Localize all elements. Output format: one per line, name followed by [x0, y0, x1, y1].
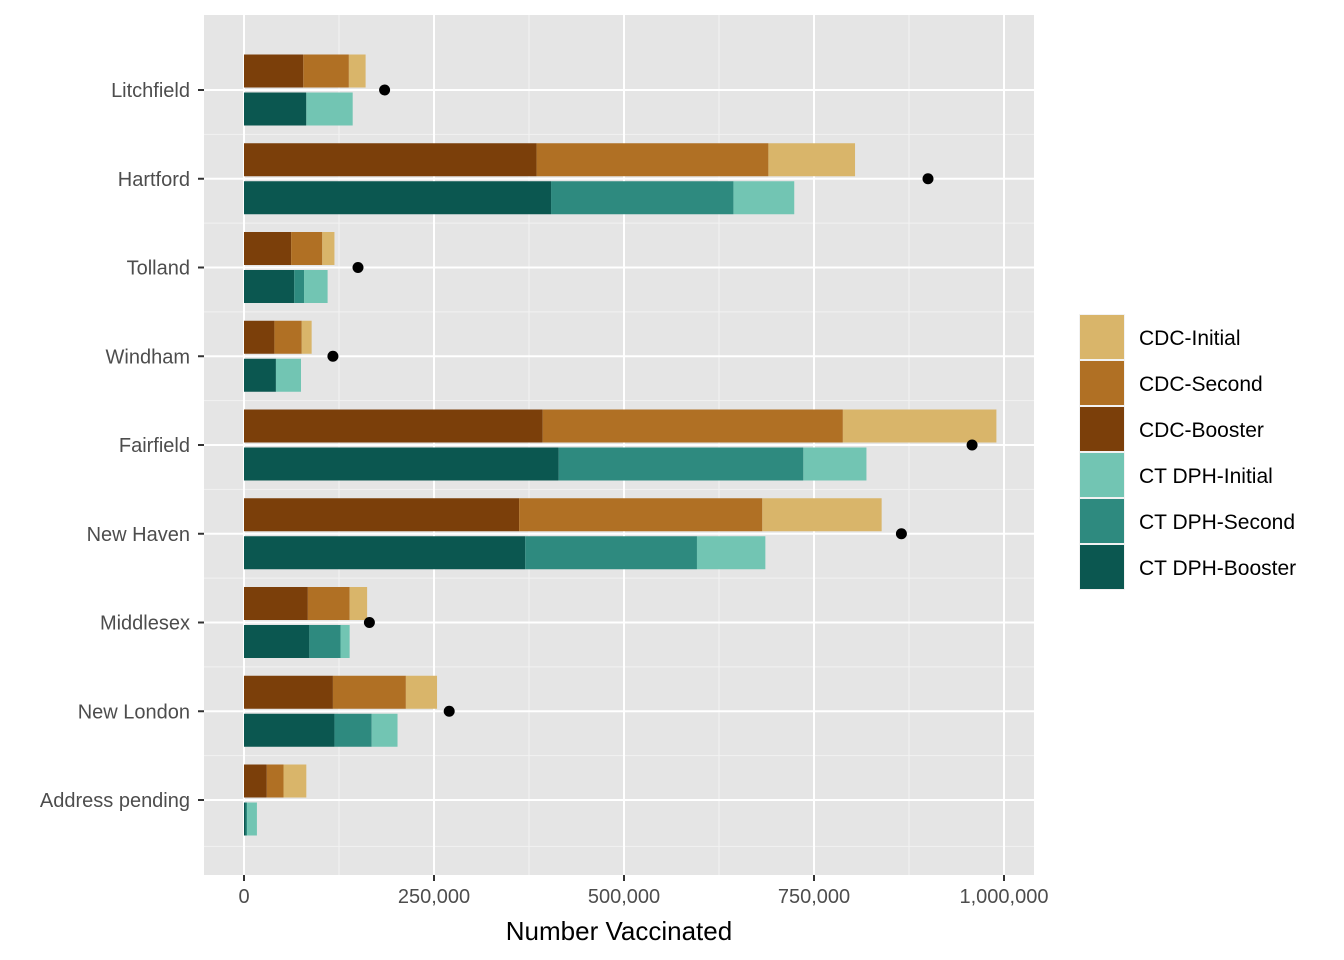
x-tick-label: 750,000: [778, 886, 850, 908]
y-tick-label: New London: [78, 701, 190, 723]
y-tick-label: Address pending: [40, 790, 190, 812]
bar-ct-dph-second-hartford: [551, 181, 734, 215]
y-tick-label: Windham: [106, 346, 190, 368]
legend-swatch-cdc-booster: [1080, 407, 1124, 451]
bar-ct-dph-second-address-pending: [245, 802, 248, 836]
bar-ct-dph-initial-windham: [275, 358, 301, 392]
legend-swatch-cdc-second: [1080, 361, 1124, 405]
x-tick-label: 1,000,000: [960, 886, 1049, 908]
bar-cdc-booster-hartford: [244, 143, 537, 177]
bar-cdc-second-hartford: [536, 143, 769, 177]
bar-cdc-initial-tolland: [322, 232, 335, 265]
y-tick-label: Litchfield: [111, 80, 190, 102]
bar-ct-dph-booster-tolland: [244, 270, 295, 303]
legend-label: CT DPH-Second: [1139, 511, 1295, 534]
bar-cdc-booster-address-pending: [244, 764, 267, 798]
bar-ct-dph-initial-fairfield: [803, 447, 867, 481]
bar-cdc-second-new-london: [332, 675, 406, 709]
bar-ct-dph-booster-new-haven: [244, 536, 526, 570]
bar-ct-dph-booster-middlesex: [244, 625, 310, 658]
legend-swatch-ct-dph-booster: [1080, 545, 1124, 589]
x-tick-label: 0: [238, 886, 249, 908]
x-axis-title: Number Vaccinated: [506, 916, 732, 946]
bar-cdc-initial-windham: [301, 320, 312, 354]
y-tick-label: Middlesex: [100, 613, 190, 635]
bar-cdc-booster-middlesex: [244, 587, 308, 620]
legend: CDC-Initial CDC-Second CDC-Booster CT DPH-I…: [1079, 314, 1296, 590]
bar-ct-dph-initial-tolland: [304, 270, 328, 303]
x-tick-label: 500,000: [588, 886, 660, 908]
bar-ct-dph-booster-windham: [244, 358, 276, 392]
bar-cdc-initial-middlesex: [349, 587, 368, 620]
bar-cdc-booster-windham: [244, 320, 275, 354]
total-point-windham: [327, 350, 339, 362]
bar-cdc-initial-new-london: [405, 675, 438, 709]
bar-cdc-booster-fairfield: [244, 409, 543, 443]
bar-cdc-initial-address-pending: [283, 764, 307, 798]
bars: [244, 54, 997, 836]
bar-ct-dph-second-new-london: [334, 713, 372, 747]
bar-cdc-initial-new-haven: [762, 498, 882, 532]
legend-label: CT DPH-Booster: [1139, 557, 1296, 580]
bar-cdc-second-litchfield: [303, 54, 349, 88]
bar-ct-dph-initial-new-haven: [696, 536, 766, 570]
total-point-middlesex: [363, 617, 375, 628]
bar-ct-dph-booster-new-london: [244, 713, 335, 747]
legend-swatch-ct-dph-initial: [1080, 453, 1124, 497]
bar-ct-dph-initial-hartford: [733, 181, 795, 215]
bar-ct-dph-second-middlesex: [309, 625, 341, 658]
y-tick-label: Tolland: [127, 258, 190, 280]
bar-cdc-second-fairfield: [542, 409, 843, 443]
bar-ct-dph-second-new-haven: [525, 536, 697, 570]
total-point-fairfield: [966, 439, 978, 451]
legend-label: CDC-Second: [1139, 373, 1263, 396]
bar-ct-dph-initial-middlesex: [340, 625, 350, 658]
legend-label: CDC-Initial: [1139, 327, 1241, 350]
bar-cdc-initial-litchfield: [348, 54, 366, 88]
bar-cdc-booster-new-haven: [244, 498, 520, 532]
bar-cdc-second-middlesex: [307, 587, 350, 620]
bar-cdc-booster-tolland: [244, 232, 292, 265]
bar-cdc-booster-litchfield: [244, 54, 304, 88]
bar-ct-dph-booster-address-pending: [244, 802, 246, 836]
x-axis: 0 250,000 500,000 750,000 1,000,000: [238, 875, 1048, 908]
bar-ct-dph-initial-litchfield: [306, 92, 353, 126]
legend-label: CT DPH-Initial: [1139, 465, 1273, 488]
legend-label: CDC-Booster: [1139, 419, 1264, 442]
bar-ct-dph-initial-new-london: [371, 713, 398, 747]
bar-cdc-second-windham: [274, 320, 302, 354]
bar-ct-dph-initial-address-pending: [247, 802, 257, 836]
bar-cdc-booster-new-london: [244, 675, 333, 709]
bar-ct-dph-booster-hartford: [244, 181, 552, 215]
total-point-tolland: [352, 262, 364, 273]
bar-cdc-second-address-pending: [266, 764, 284, 798]
bar-ct-dph-second-tolland: [294, 270, 305, 303]
total-point-new-haven: [895, 528, 907, 540]
y-tick-label: Fairfield: [119, 435, 190, 457]
legend-swatch-cdc-initial: [1080, 315, 1124, 359]
total-point-litchfield: [379, 84, 391, 96]
y-tick-label: Hartford: [118, 169, 190, 191]
bar-ct-dph-second-fairfield: [558, 447, 804, 481]
bar-cdc-initial-fairfield: [842, 409, 997, 443]
total-point-new-london: [443, 705, 455, 717]
total-points: [327, 84, 978, 717]
bar-ct-dph-booster-litchfield: [244, 92, 307, 126]
total-point-hartford: [922, 173, 934, 185]
bar-ct-dph-booster-fairfield: [244, 447, 559, 481]
y-axis: Litchfield Hartford Tolland Windham Fairfiel…: [40, 80, 204, 812]
y-tick-label: New Haven: [87, 524, 190, 546]
legend-swatch-ct-dph-second: [1080, 499, 1124, 543]
x-tick-label: 250,000: [398, 886, 470, 908]
bar-cdc-second-tolland: [291, 232, 323, 265]
bar-cdc-second-new-haven: [519, 498, 763, 532]
bar-cdc-initial-hartford: [768, 143, 856, 177]
